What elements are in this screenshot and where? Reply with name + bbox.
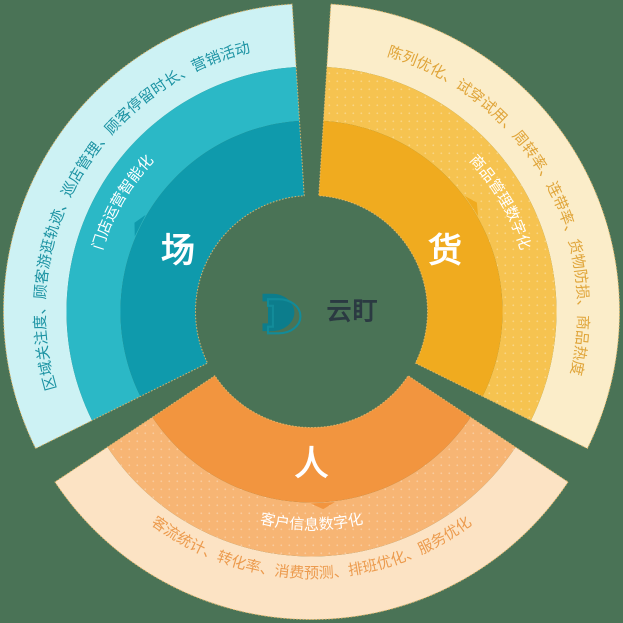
- svg-text:货: 货: [428, 232, 462, 270]
- svg-text:场: 场: [161, 232, 195, 270]
- svg-text:人: 人: [295, 445, 329, 483]
- svg-text:云盯: 云盯: [327, 298, 379, 326]
